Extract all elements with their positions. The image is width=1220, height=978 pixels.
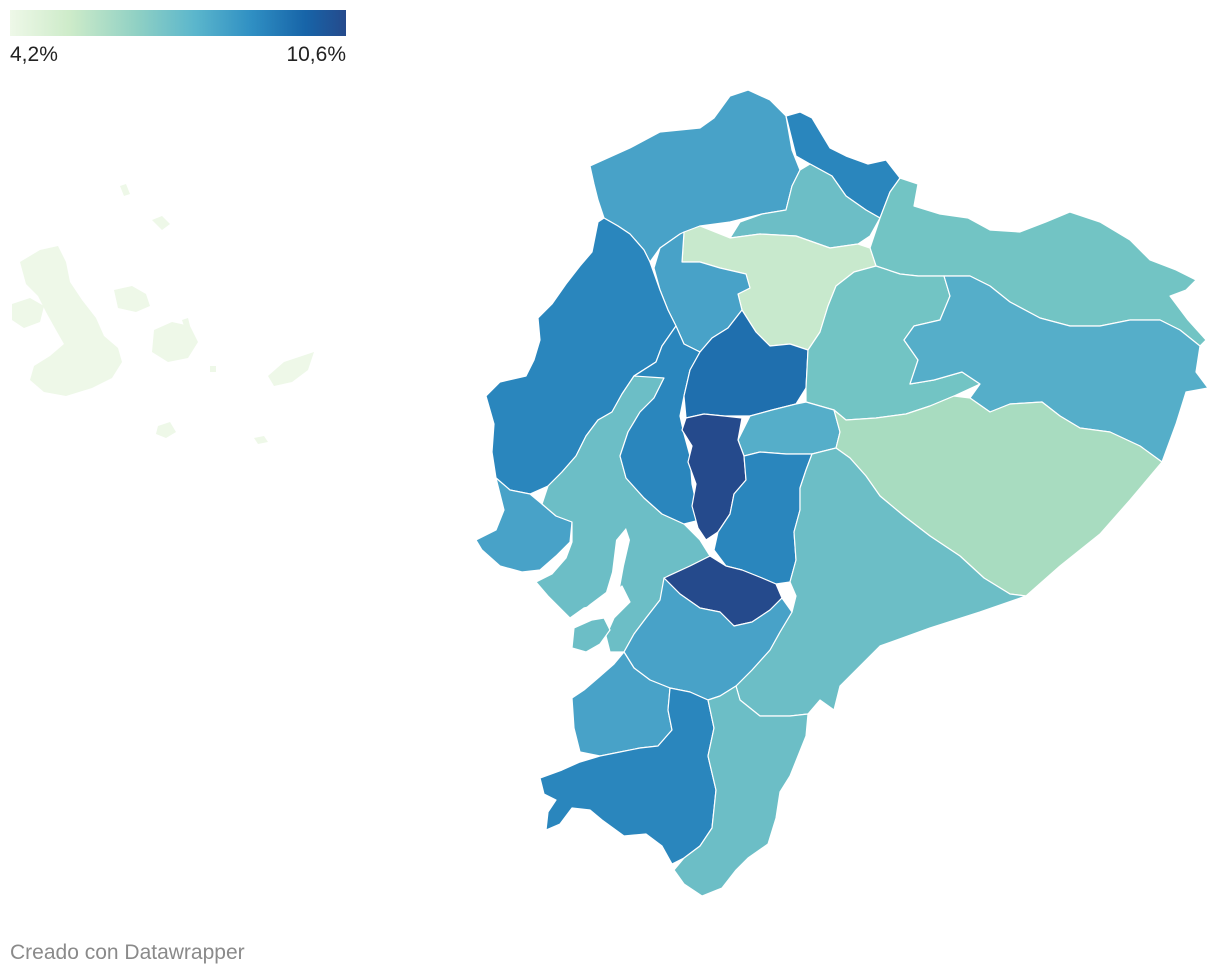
island-baltra[interactable] — [182, 318, 190, 326]
province-los-rios[interactable] — [619, 325, 701, 525]
island-floreana[interactable] — [254, 436, 268, 444]
island-espanola[interactable] — [156, 422, 176, 438]
datawrapper-link[interactable]: Datawrapper — [124, 941, 245, 964]
island-pinta[interactable] — [120, 184, 130, 196]
gulf-waterway — [578, 528, 630, 618]
island-marchena[interactable] — [152, 216, 170, 230]
credit-prefix: Creado con — [10, 941, 125, 964]
color-legend: 4,2% 10,6% — [10, 10, 346, 69]
island-fernandina[interactable] — [12, 298, 44, 328]
galapagos-islands[interactable] — [12, 184, 314, 444]
legend-min-label: 4,2% — [10, 43, 58, 66]
province-cotopaxi[interactable] — [683, 309, 809, 419]
island-santiago[interactable] — [114, 286, 150, 312]
province-imbabura[interactable] — [729, 163, 881, 249]
province-morona-santiago[interactable] — [735, 447, 1027, 717]
island-isabela[interactable] — [20, 246, 122, 396]
puna-island[interactable] — [571, 617, 611, 653]
credit-footer: Creado con Datawrapper — [10, 941, 245, 965]
legend-gradient-bar — [10, 10, 346, 36]
province-zamora-chinchipe[interactable] — [673, 685, 809, 897]
island-san-cristobal[interactable] — [268, 352, 314, 386]
legend-max-label: 10,6% — [286, 43, 346, 66]
island-santa-cruz[interactable] — [152, 322, 198, 362]
province-santa-elena[interactable] — [475, 477, 573, 573]
island-santa-fe[interactable] — [210, 366, 216, 372]
